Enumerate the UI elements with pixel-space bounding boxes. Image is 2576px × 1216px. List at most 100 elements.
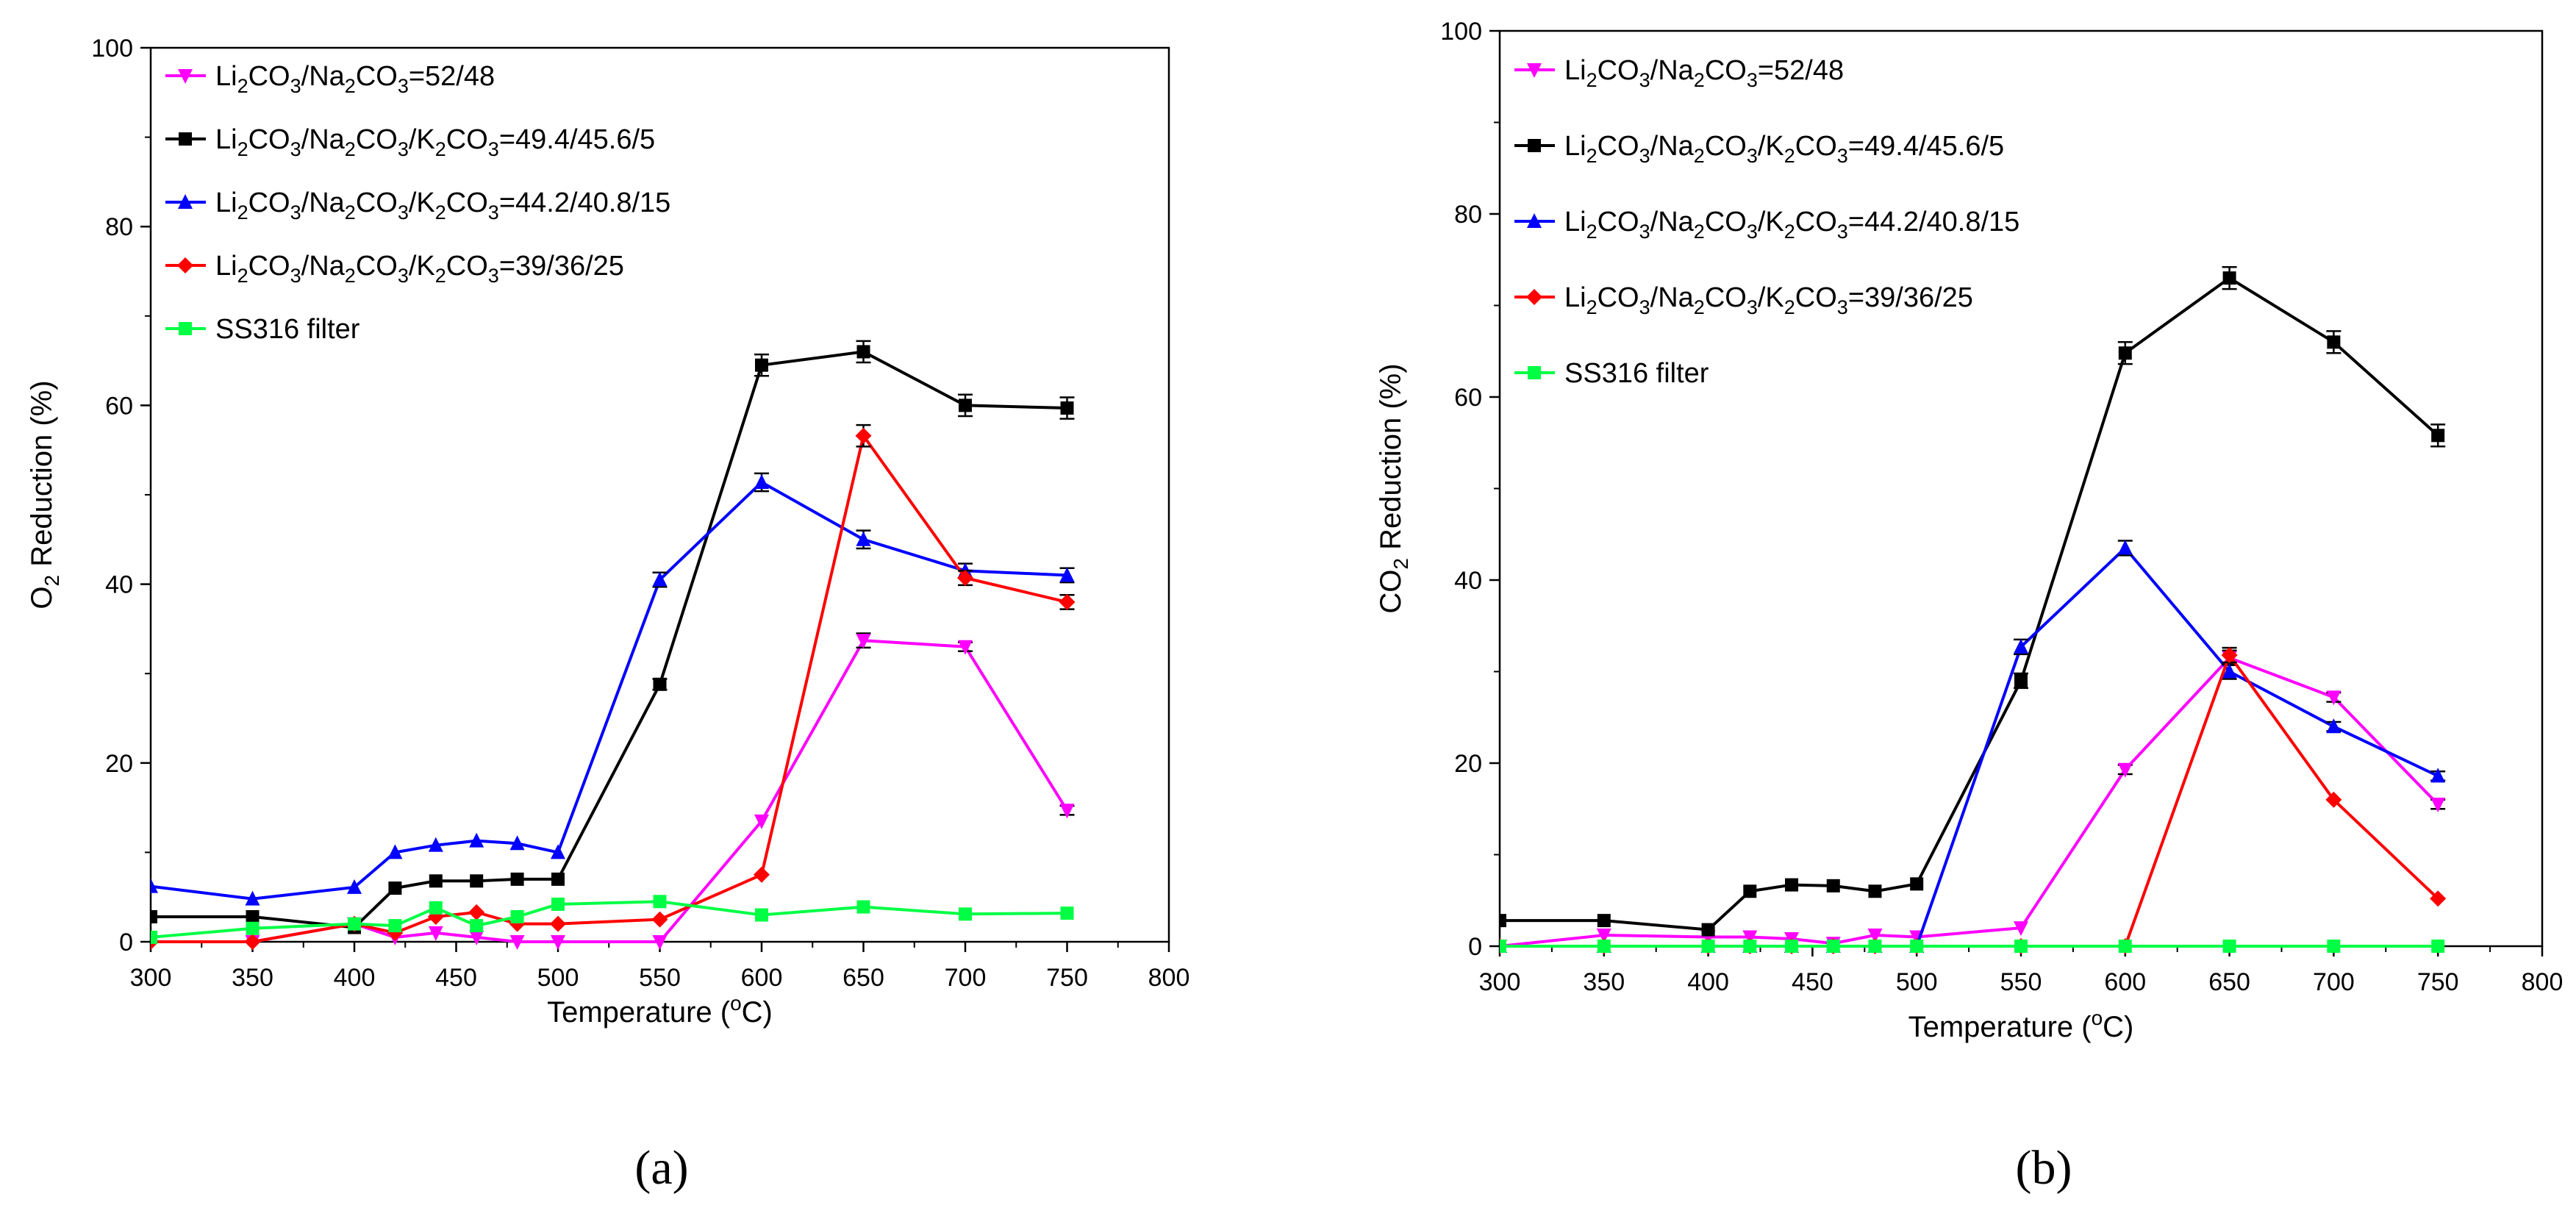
legend-swatch-marker [1526, 289, 1542, 305]
data-point [551, 844, 565, 859]
x-tick-label: 650 [842, 964, 884, 992]
data-point [470, 919, 484, 933]
data-point [1701, 940, 1715, 953]
legend-label: Li2CO3/Na2CO3/K2CO3=39/36/25 [1564, 282, 1973, 318]
y-tick-label: 20 [105, 750, 133, 778]
legend-label: Li2CO3/Na2CO3/K2CO3=44.2/40.8/15 [215, 187, 670, 223]
data-point [348, 917, 361, 931]
data-point [1059, 804, 1075, 819]
legend-label: Li2CO3/Na2CO3/K2CO3=49.4/45.6/5 [215, 124, 655, 160]
panel-b-chart: 300 350 400 450 500 550 600 650 700 750 800 0 20 40 60… [1375, 18, 2563, 1195]
y-tick-label: 40 [1454, 567, 1482, 595]
data-point [755, 358, 768, 372]
y-axis-label: O2 Reduction (%) [26, 380, 63, 609]
legend-entry: Li2CO3/Na2CO3/K2CO3=39/36/25 [1514, 282, 1973, 318]
data-point [245, 890, 260, 906]
x-tick-label: 750 [2417, 968, 2459, 996]
data-point [1597, 914, 1611, 928]
data-point [244, 934, 261, 950]
x-tick-label: 650 [2208, 968, 2250, 996]
x-axis-label: Temperature (oC) [1908, 1006, 2134, 1043]
y-tick-label: 60 [1454, 384, 1482, 412]
legend-swatch-marker [179, 132, 192, 146]
x-tick-label: 800 [2522, 968, 2564, 996]
data-point [469, 832, 484, 848]
data-point [2325, 791, 2342, 808]
x-tick-label: 550 [2000, 968, 2042, 996]
data-point [246, 921, 260, 935]
x-tick-label: 350 [1583, 968, 1625, 996]
data-point [2118, 346, 2132, 360]
series-4 [1500, 940, 2445, 953]
legend-swatch-marker [177, 257, 193, 273]
data-point [469, 930, 484, 945]
x-tick-label: 600 [2104, 968, 2146, 996]
data-point [509, 935, 525, 950]
data-point [1910, 877, 1924, 891]
data-point [388, 881, 402, 895]
x-tick-label: 300 [130, 964, 172, 992]
data-point [1597, 940, 1611, 953]
legend-entry: Li2CO3/Na2CO3=52/48 [1514, 55, 1844, 91]
series-4 [151, 895, 1074, 944]
data-point [1701, 923, 1715, 937]
x-tick-label: 450 [1792, 968, 1833, 996]
x-tick-label: 350 [232, 964, 273, 992]
legend-entry: Li2CO3/Na2CO3/K2CO3=49.4/45.6/5 [165, 124, 655, 160]
legend-entry: Li2CO3/Na2CO3/K2CO3=39/36/25 [165, 251, 624, 287]
data-point [1743, 940, 1757, 953]
series-0 [1500, 649, 2446, 954]
series-2 [151, 472, 1075, 906]
legend-entry: Li2CO3/Na2CO3/K2CO3=44.2/40.8/15 [1514, 207, 2019, 243]
data-point [754, 814, 769, 829]
data-point [551, 897, 565, 911]
legend-label: Li2CO3/Na2CO3=52/48 [215, 61, 495, 97]
legend-swatch-marker [1527, 213, 1542, 228]
x-tick-label: 300 [1479, 968, 1521, 996]
x-tick-label: 800 [1148, 964, 1190, 992]
data-point [1785, 878, 1799, 892]
y-tick-label: 100 [91, 35, 133, 62]
x-tick-label: 750 [1046, 964, 1088, 992]
data-point [1867, 929, 1883, 944]
data-point [428, 837, 443, 852]
data-point [957, 570, 973, 587]
y-tick-label: 80 [105, 213, 133, 241]
data-point [510, 872, 524, 886]
x-axis-label: Temperature (oC) [547, 992, 773, 1029]
data-point [2014, 638, 2028, 654]
data-point [754, 866, 770, 883]
legend-swatch-marker [1527, 63, 1542, 78]
data-point [855, 427, 872, 444]
data-point [2117, 762, 2133, 778]
data-point [2327, 940, 2341, 953]
data-point [428, 926, 443, 941]
data-point [1742, 930, 1758, 945]
data-point [856, 634, 871, 649]
data-point [510, 909, 524, 923]
data-point [2430, 768, 2446, 783]
x-tick-label: 500 [1896, 968, 1938, 996]
data-point [1868, 940, 1882, 953]
plot-frame [1498, 29, 2544, 948]
data-point [1826, 879, 1840, 893]
data-point [856, 900, 870, 914]
data-point [246, 909, 260, 923]
y-tick-label: 0 [119, 929, 133, 956]
data-point [1596, 929, 1611, 944]
data-point [429, 874, 443, 888]
data-point [468, 904, 485, 920]
y-tick-label: 20 [1454, 750, 1482, 778]
series-2 [1500, 540, 2446, 953]
data-point [755, 908, 768, 922]
legend-swatch-marker [1528, 366, 1541, 379]
series-line [151, 480, 1067, 901]
series-line [151, 432, 1067, 943]
data-point [470, 874, 484, 888]
series-3 [151, 423, 1076, 950]
data-point [1826, 940, 1840, 953]
legend-swatch-marker [1528, 139, 1541, 152]
data-point [2431, 940, 2445, 953]
data-point [2221, 647, 2238, 664]
